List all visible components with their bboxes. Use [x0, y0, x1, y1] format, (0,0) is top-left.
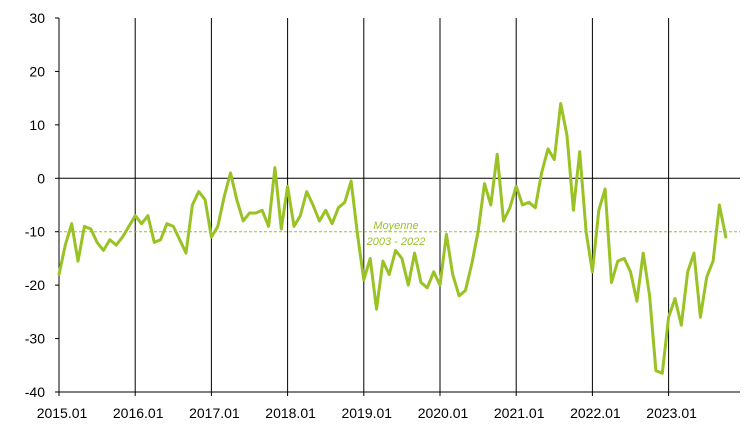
y-tick-label: -40: [25, 384, 45, 400]
x-tick-label: 2023.01: [646, 405, 697, 421]
series-group: [57, 102, 728, 375]
x-tick-label: 2016.01: [113, 405, 164, 421]
y-tick-label: 20: [29, 63, 45, 79]
x-tick-label: 2019.01: [341, 405, 392, 421]
y-tick-label: 0: [37, 170, 45, 186]
y-tick-label: 10: [29, 117, 45, 133]
x-tick-label: 2022.01: [570, 405, 621, 421]
x-tick-label: 2015.01: [37, 405, 88, 421]
average-label-line2: 2003 - 2022: [366, 236, 426, 248]
y-tick-label: -30: [25, 331, 45, 347]
x-tick-labels: 2015.01 2016.01 2017.01 2018.01 2019.01 2020.…: [37, 392, 697, 421]
x-tick-label: 2018.01: [265, 405, 316, 421]
x-tick-label: 2017.01: [189, 405, 240, 421]
average-reference-line-group: Moyenne 2003 - 2022: [59, 220, 740, 248]
vertical-gridlines: [134, 18, 670, 392]
y-tick-label: -20: [25, 277, 45, 293]
x-tick-label: 2020.01: [418, 405, 469, 421]
x-tick-label: 2021.01: [494, 405, 545, 421]
y-tick-label: -10: [25, 224, 45, 240]
y-tick-labels: 30 20 10 0 -10 -20 -30 -40: [25, 10, 59, 400]
series-line: [57, 102, 728, 375]
y-tick-label: 30: [29, 10, 45, 26]
average-label-line1: Moyenne: [373, 220, 418, 232]
